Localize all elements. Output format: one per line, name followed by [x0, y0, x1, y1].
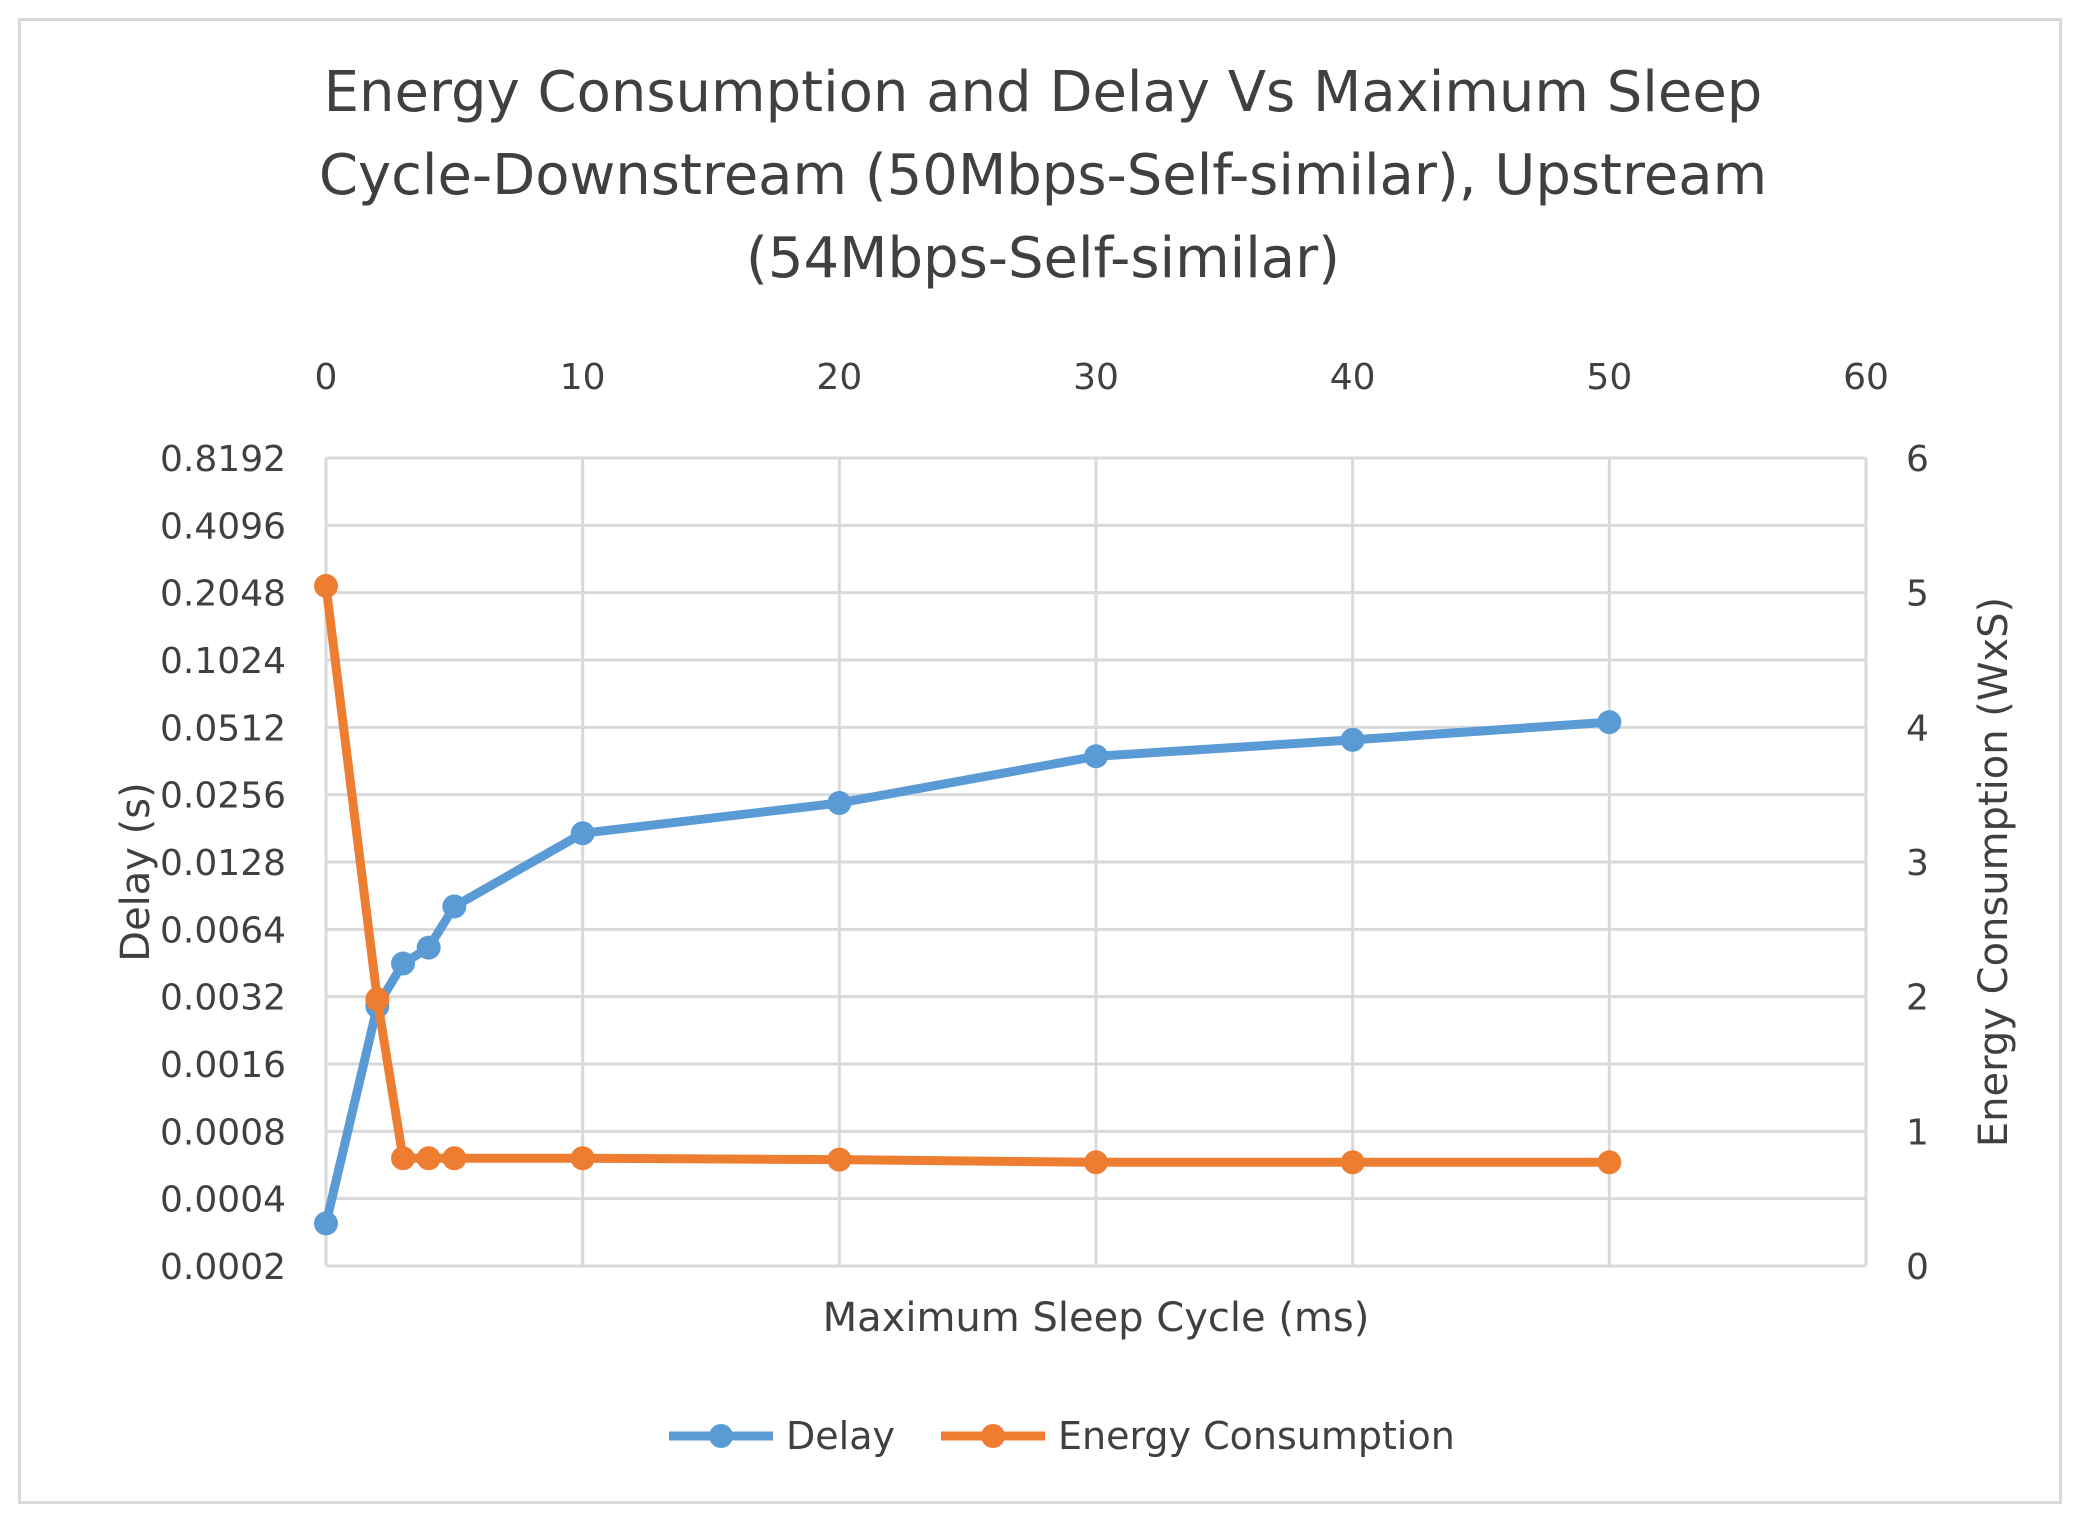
data-point: [827, 1147, 852, 1172]
chart-title-line: Cycle-Downstream (50Mbps-Self-similar), …: [319, 143, 1767, 208]
chart-frame: Energy Consumption and Delay Vs Maximum …: [18, 18, 2062, 1504]
data-point: [416, 935, 441, 960]
right-y-tick-label: 5: [1906, 574, 1929, 615]
gridlines: [324, 456, 1868, 1268]
legend-item-energy-consumption: Energy Consumption: [941, 1414, 1455, 1458]
right-y-tick-label: 0: [1906, 1247, 1929, 1288]
axis-titles: Maximum Sleep Cycle (ms) Delay (s) Energy …: [113, 597, 2017, 1341]
right-y-tick-label: 3: [1906, 843, 1929, 884]
legend-item-delay: Delay: [669, 1414, 895, 1458]
series-energy-consumption: [314, 573, 1622, 1175]
chart-title-line: Energy Consumption and Delay Vs Maximum …: [324, 60, 1763, 125]
x-axis-ticks: 0 10 20 30 40 50 60: [315, 357, 1889, 398]
right-y-tick-label: 2: [1906, 978, 1929, 1019]
x-tick-label: 60: [1843, 357, 1889, 398]
left-y-axis-ticks: 0.8192 0.4096 0.2048 0.1024 0.0512 0.0256 0.01…: [160, 439, 286, 1288]
data-point: [391, 1146, 415, 1171]
left-y-tick-label: 0.0128: [160, 843, 286, 884]
data-point: [1084, 1150, 1108, 1175]
left-y-tick-label: 0.0008: [160, 1112, 286, 1153]
right-y-tick-label: 4: [1906, 708, 1929, 749]
legend-label: Delay: [786, 1414, 895, 1458]
left-y-tick-label: 0.0032: [160, 978, 286, 1019]
left-y-tick-label: 0.0512: [160, 708, 286, 749]
left-y-tick-label: 0.0004: [160, 1180, 286, 1221]
data-point: [442, 1146, 467, 1171]
legend-label: Energy Consumption: [1058, 1414, 1455, 1458]
data-point: [1340, 1150, 1365, 1175]
x-tick-label: 10: [560, 357, 606, 398]
legend: Delay Energy Consumption: [669, 1414, 1455, 1458]
left-y-tick-label: 0.8192: [160, 439, 286, 480]
right-y-axis-ticks: 6 5 4 3 2 1 0: [1906, 439, 1929, 1288]
data-point: [1597, 1150, 1622, 1175]
data-point: [442, 894, 467, 919]
x-tick-label: 30: [1073, 357, 1119, 398]
series-line: [321, 581, 1614, 1167]
x-axis-title: Maximum Sleep Cycle (ms): [823, 1295, 1370, 1341]
legend-swatch-marker: [709, 1424, 733, 1448]
x-tick-label: 0: [315, 357, 338, 398]
left-y-tick-label: 0.0256: [160, 776, 286, 817]
right-y-axis-title: Energy Consumption (WxS): [1971, 597, 2017, 1147]
left-y-tick-label: 0.2048: [160, 574, 286, 615]
data-point: [827, 790, 852, 815]
left-y-tick-label: 0.0002: [160, 1247, 286, 1288]
right-y-tick-label: 6: [1906, 439, 1929, 480]
data-point: [391, 951, 415, 976]
left-y-tick-label: 0.0064: [160, 910, 286, 951]
data-point: [314, 573, 338, 598]
series-line: [321, 717, 1614, 1228]
x-tick-label: 40: [1330, 357, 1376, 398]
left-y-tick-label: 0.0016: [160, 1045, 286, 1086]
x-tick-label: 50: [1586, 357, 1632, 398]
series: [314, 573, 1622, 1236]
data-point: [416, 1146, 441, 1171]
data-point: [365, 987, 390, 1012]
left-y-tick-label: 0.4096: [160, 506, 286, 547]
data-point: [570, 821, 595, 846]
chart-title-line: (54Mbps-Self-similar): [746, 226, 1340, 291]
left-y-axis-title: Delay (s): [113, 782, 159, 961]
chart-title: Energy Consumption and Delay Vs Maximum …: [319, 60, 1767, 291]
data-point: [1340, 727, 1365, 752]
data-point: [1084, 744, 1108, 769]
legend-swatch-marker: [981, 1424, 1005, 1448]
left-y-tick-label: 0.1024: [160, 641, 286, 682]
right-y-tick-label: 1: [1906, 1112, 1929, 1153]
data-point: [314, 1211, 338, 1236]
x-tick-label: 20: [816, 357, 862, 398]
chart-svg: Energy Consumption and Delay Vs Maximum …: [113, 60, 2017, 1458]
data-point: [1597, 710, 1622, 735]
data-point: [570, 1146, 595, 1171]
